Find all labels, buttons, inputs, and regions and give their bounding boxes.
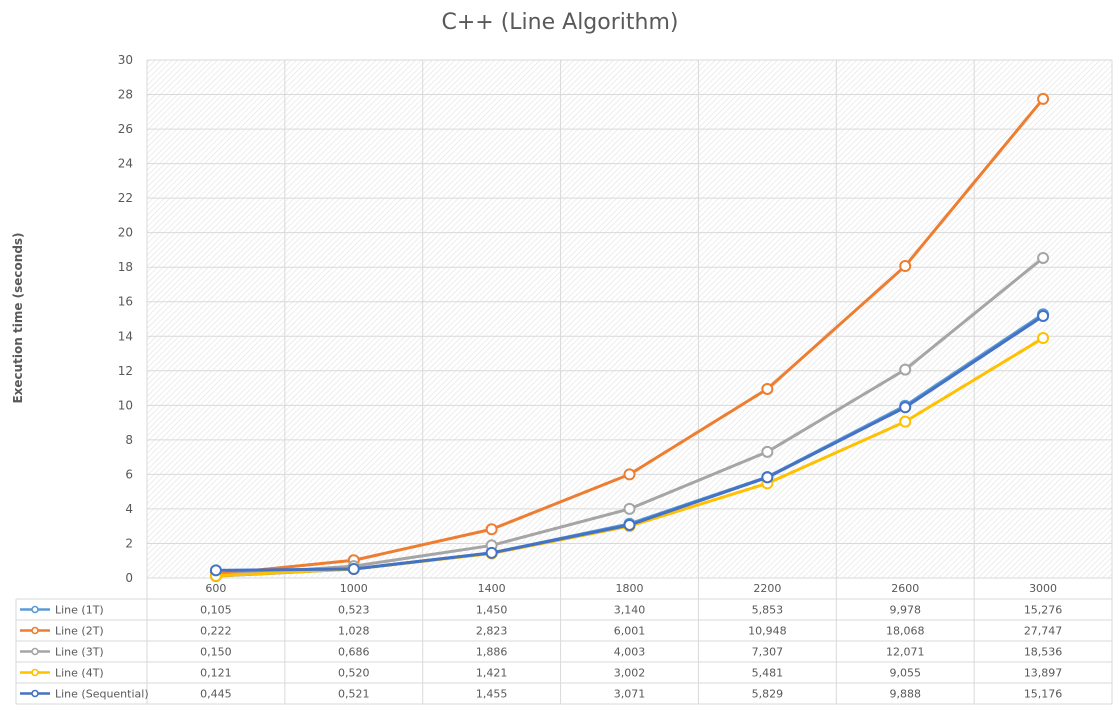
table-cell-value: 5,481 (752, 667, 784, 680)
data-table: 600 1000 1400 1800 2200 2600 3000 Line (1T) 0,10… (15, 577, 1113, 705)
table-cell-value: 18,068 (886, 625, 925, 638)
chart-title: C++ (Line Algorithm) (441, 10, 679, 35)
table-cell-value: 15,276 (1024, 604, 1063, 617)
data-point (209, 564, 222, 577)
table-cell-value: 5,829 (752, 688, 784, 701)
legend-series-name: Line (3T) (55, 646, 104, 659)
data-point (761, 471, 774, 484)
table-cell-value: 1,028 (338, 625, 370, 638)
table-cell-value: 15,176 (1024, 688, 1063, 701)
y-tick-label: 8 (125, 433, 133, 447)
y-tick-label: 14 (118, 329, 133, 343)
y-tick-label: 12 (118, 364, 133, 378)
x-tick-label: 2600 (891, 582, 919, 595)
table-cell-value: 0,686 (338, 646, 370, 659)
data-point (1037, 309, 1050, 322)
y-tick-label: 18 (118, 260, 133, 274)
data-point (1037, 251, 1050, 264)
table-cell-value: 9,978 (889, 604, 921, 617)
table-cell-value: 0,520 (338, 667, 370, 680)
legend-series-name: Line (1T) (55, 604, 104, 617)
data-point (623, 502, 636, 515)
table-cell-value: 7,307 (752, 646, 784, 659)
table-cell-value: 0,121 (200, 667, 232, 680)
y-tick-label: 20 (118, 226, 133, 240)
table-cell-value: 1,886 (476, 646, 508, 659)
y-tick-label: 26 (118, 122, 133, 136)
table-cell-value: 12,071 (886, 646, 925, 659)
legend-key-marker (31, 647, 39, 656)
data-point (485, 523, 498, 536)
table-cell-value: 0,523 (338, 604, 370, 617)
table-cell-value: 0,222 (200, 625, 232, 638)
data-point (1037, 92, 1050, 105)
table-cell-value: 9,888 (889, 688, 921, 701)
data-point (1037, 332, 1050, 345)
y-tick-label: 16 (118, 295, 133, 309)
series-line-sequential (209, 309, 1050, 577)
legend-series-name: Line (2T) (55, 625, 104, 638)
data-point (347, 563, 360, 576)
y-tick-label: 2 (125, 536, 133, 550)
y-tick-label: 10 (118, 398, 133, 412)
data-point (761, 445, 774, 458)
x-tick-label: 1800 (616, 582, 644, 595)
plot-background (147, 60, 1112, 578)
y-tick-label: 28 (118, 88, 133, 102)
legend-series-name: Line (Sequential) (55, 688, 149, 701)
data-point (899, 363, 912, 376)
y-tick-label: 4 (125, 502, 133, 516)
data-point (899, 401, 912, 414)
y-tick-label: 22 (118, 191, 133, 205)
plot-area (147, 60, 1112, 578)
table-cell-value: 0,521 (338, 688, 370, 701)
x-tick-label: 1400 (478, 582, 506, 595)
data-point (899, 260, 912, 273)
table-cell-value: 0,105 (200, 604, 232, 617)
data-point (623, 518, 636, 531)
data-point (761, 382, 774, 395)
data-point (899, 415, 912, 428)
table-cell-value: 3,071 (614, 688, 646, 701)
table-cell-value: 13,897 (1024, 667, 1063, 680)
table-cell-value: 0,150 (200, 646, 232, 659)
data-point (485, 546, 498, 559)
series-lines (209, 92, 1050, 583)
table-cell-value: 1,421 (476, 667, 508, 680)
x-tick-label: 2200 (753, 582, 781, 595)
legend-key-marker (31, 605, 39, 614)
legend-key-marker (31, 668, 39, 677)
table-cell-value: 3,002 (614, 667, 646, 680)
table-cell-value: 4,003 (614, 646, 646, 659)
table-cell-value: 2,823 (476, 625, 508, 638)
table-cell-value: 1,450 (476, 604, 508, 617)
legend-key-marker (31, 626, 39, 635)
table-cell-value: 18,536 (1024, 646, 1063, 659)
table-cell-value: 10,948 (748, 625, 787, 638)
table-cell-value: 9,055 (889, 667, 921, 680)
data-point (623, 468, 636, 481)
legend-series-name: Line (4T) (55, 667, 104, 680)
table-cell-value: 0,445 (200, 688, 232, 701)
table-cell-value: 5,853 (752, 604, 784, 617)
table-cell-value: 27,747 (1024, 625, 1063, 638)
y-tick-label: 6 (125, 467, 133, 481)
y-tick-label: 0 (125, 571, 133, 585)
table-cell-value: 6,001 (614, 625, 646, 638)
grid-lines (146, 59, 1113, 579)
y-tick-label: 24 (118, 157, 133, 171)
x-tick-label: 1000 (340, 582, 368, 595)
y-tick-label: 30 (118, 53, 133, 67)
x-tick-label: 3000 (1029, 582, 1057, 595)
legend-key-marker (31, 689, 39, 698)
x-tick-label: 600 (205, 582, 226, 595)
table-cell-value: 3,140 (614, 604, 646, 617)
table-cell-value: 1,455 (476, 688, 508, 701)
